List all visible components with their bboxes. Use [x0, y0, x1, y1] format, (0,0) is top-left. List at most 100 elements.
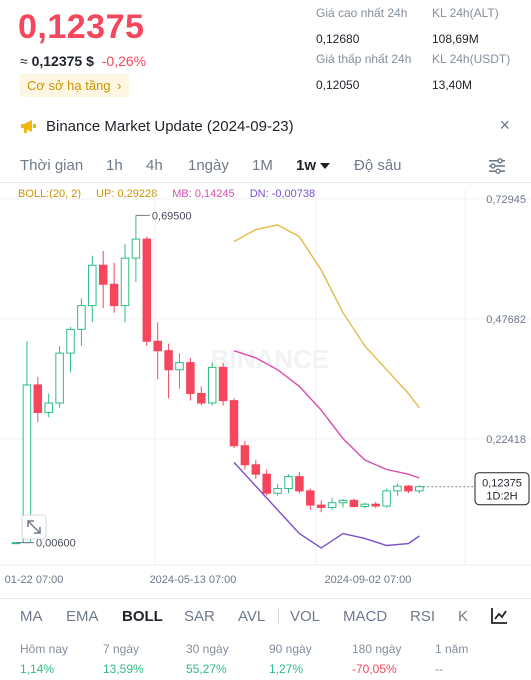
candle-body — [186, 362, 195, 394]
caret-down-icon[interactable] — [320, 163, 330, 170]
y-axis-tick-label: 0,72945 — [486, 194, 526, 206]
candle-bullish — [22, 341, 32, 544]
candle-body — [284, 476, 293, 489]
indicator-kdj[interactable]: K — [458, 608, 469, 625]
stat-24h-low: Giá thấp nhất 24h 0,12050 — [316, 52, 411, 92]
stat-value: 0,12050 — [316, 78, 360, 92]
candle-body — [316, 504, 326, 508]
candle-bullish — [120, 243, 130, 323]
candle-body — [88, 264, 97, 307]
candle-body — [273, 487, 282, 494]
perf-value: 55,27% — [186, 662, 227, 676]
boll-mid-value: MB: 0,14245 — [172, 188, 235, 200]
candle-bearish — [295, 471, 304, 494]
candles-layer — [11, 215, 424, 545]
current-price-box — [474, 472, 530, 506]
expand-icon — [21, 514, 47, 540]
perf-label: 180 ngày — [352, 642, 402, 656]
announcement-bar[interactable]: Binance Market Update (2024-09-23) × — [20, 116, 514, 136]
tab-4h[interactable]: 4h — [146, 157, 163, 174]
candle-body — [98, 264, 108, 285]
indicator-vol[interactable]: VOL — [290, 608, 321, 625]
indicator-boll[interactable]: BOLL — [122, 608, 163, 625]
candle-body — [349, 499, 359, 508]
candle-body — [240, 445, 250, 466]
candle-bearish — [251, 459, 261, 479]
boll-lower-value: DN: -0,00738 — [249, 188, 316, 200]
y-axis-tick-label: 0,22418 — [486, 434, 526, 446]
candle-body — [197, 392, 206, 404]
tab-1h[interactable]: 1h — [106, 157, 123, 174]
stat-24h-high: Giá cao nhất 24h 0,12680 — [316, 6, 407, 46]
tab-1M[interactable]: 1M — [252, 157, 273, 174]
candle-body — [66, 328, 75, 354]
indicator-rsi[interactable]: RSI — [410, 608, 436, 625]
indicator-ma[interactable]: MA — [20, 608, 43, 625]
candle-bullish — [415, 485, 424, 494]
candle-bullish — [88, 255, 97, 323]
tab-time[interactable]: Thời gian — [20, 157, 84, 174]
candle-body — [393, 485, 402, 492]
candle-body — [33, 384, 43, 413]
candle-body — [164, 350, 173, 371]
usd-price: 0,12375 $ — [31, 53, 94, 69]
current-price: 0,12375 — [18, 8, 145, 46]
candle-bullish — [338, 498, 348, 508]
boll-bands-layer — [233, 224, 420, 549]
perf-value: 13,59% — [103, 662, 144, 676]
candle-body — [371, 503, 380, 507]
stat-value: 13,40M — [432, 78, 473, 92]
candle-bullish — [273, 483, 282, 496]
candle-body — [262, 473, 271, 494]
chart-settings-icon[interactable] — [488, 158, 506, 174]
x-axis-tick-label: 01-22 07:00 — [5, 574, 64, 586]
approx-symbol: ≈ — [20, 53, 28, 69]
chevron-right-icon: › — [117, 78, 122, 93]
candle-body — [120, 257, 130, 307]
boll-lower-line — [233, 461, 420, 549]
candle-bullish — [66, 326, 75, 373]
indicator-sar[interactable]: SAR — [184, 608, 215, 625]
perf-90d: 90 ngày 1,27% — [269, 642, 312, 676]
perf-label: 90 ngày — [269, 642, 312, 656]
candle-bearish — [186, 357, 195, 401]
candle-bullish — [207, 362, 217, 406]
indicator-avl[interactable]: AVL — [238, 608, 266, 625]
candle-bearish — [98, 250, 108, 308]
stat-24h-vol-alt: KL 24h(ALT) 108,69M — [432, 6, 499, 46]
perf-label: 30 ngày — [186, 642, 229, 656]
close-icon[interactable]: × — [499, 115, 510, 135]
perf-value: -- — [435, 662, 443, 676]
candle-body — [175, 362, 184, 371]
candle-bearish — [316, 500, 326, 513]
tab-depth[interactable]: Độ sâu — [354, 157, 402, 174]
perf-label: 1 năm — [435, 642, 469, 656]
tab-1day[interactable]: 1ngày — [188, 157, 229, 174]
tab-1w[interactable]: 1w — [296, 157, 317, 174]
candle-body — [382, 490, 391, 507]
divider — [0, 182, 531, 183]
announcement-text: Binance Market Update (2024-09-23) — [46, 117, 294, 135]
stat-label: KL 24h(USDT) — [432, 52, 511, 66]
perf-30d: 30 ngày 55,27% — [186, 642, 229, 676]
indicator-ema[interactable]: EMA — [66, 608, 99, 625]
perf-7d: 7 ngày 13,59% — [103, 642, 144, 676]
indicator-settings-icon[interactable] — [490, 607, 508, 625]
perf-label: Hôm nay — [20, 642, 69, 656]
indicator-macd[interactable]: MACD — [343, 608, 388, 625]
boll-mid-line — [233, 350, 420, 479]
candle-body — [77, 305, 86, 330]
candle-body — [142, 238, 152, 342]
usd-equivalent: ≈ 0,12375 $ -0,26% — [20, 53, 146, 69]
category-tag[interactable]: Cơ sở hạ tầng › — [20, 74, 129, 97]
candle-bearish — [262, 469, 271, 496]
candlestick-chart[interactable]: BINANCE 0,72945 0,47682 0,22418 01-22 07:00… — [0, 190, 531, 595]
indicator-tabs: MA EMA BOLL SAR AVL VOL MACD RSI K — [0, 598, 531, 632]
candle-body — [44, 402, 53, 413]
candle-body — [131, 238, 141, 259]
high-price-label: 0,69500 — [152, 210, 192, 222]
candle-bearish — [229, 398, 239, 449]
candle-bullish — [175, 353, 184, 389]
axis-labels-layer: 0,72945 0,47682 0,22418 01-22 07:00 2024-05-… — [5, 194, 530, 586]
interval-tabs: Thời gian 1h 4h 1ngày 1M 1w Độ sâu — [0, 154, 531, 178]
